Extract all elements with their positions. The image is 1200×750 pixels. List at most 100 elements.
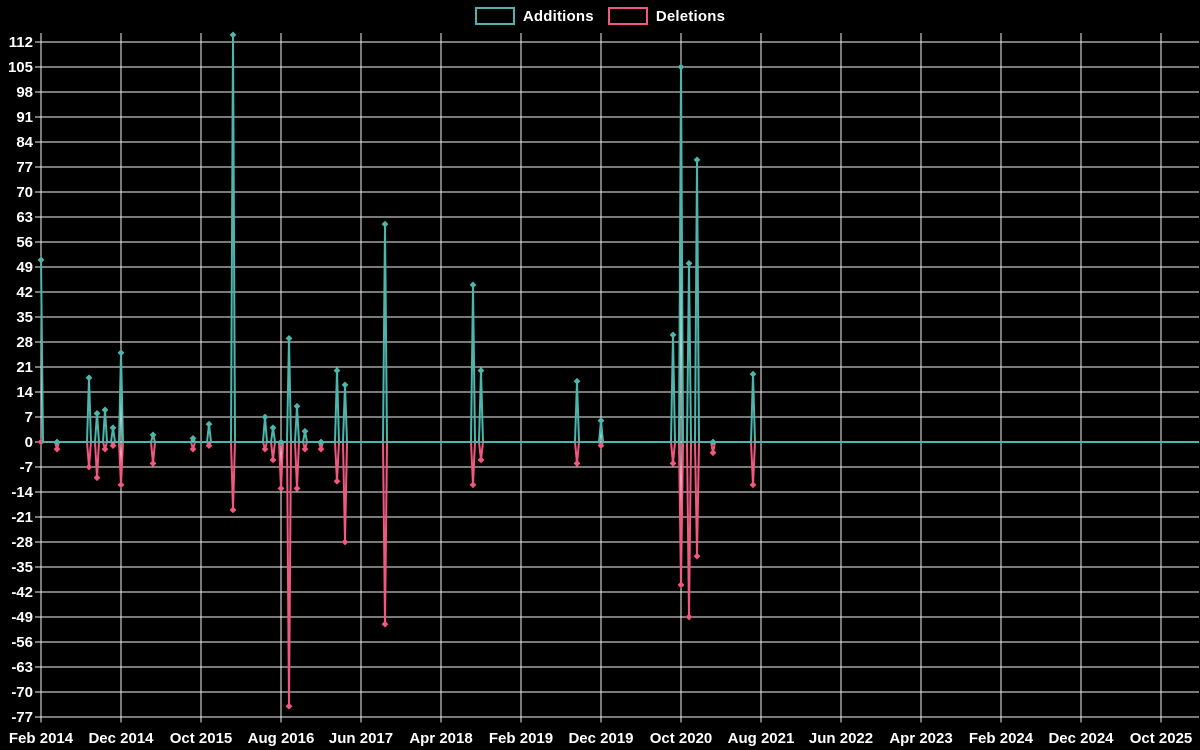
y-tick-label: 77 [16,159,33,176]
deletions-point-marker [101,445,109,453]
deletions-point-marker [109,442,117,449]
additions-point-marker [269,424,277,432]
deletions-point-marker [269,456,277,464]
additions-point-marker [229,31,237,39]
deletions-point-marker [293,485,301,492]
additions-point-marker [93,410,101,417]
y-tick-label: 56 [16,234,33,251]
y-tick-label: 91 [16,109,33,126]
deletions-swatch-icon [607,7,648,25]
y-tick-label: 42 [16,284,33,301]
additions-point-marker [749,370,757,378]
additions-point-marker [301,427,309,435]
y-tick-label: 0 [25,434,33,451]
deletions-point-marker [149,460,157,467]
chart-legend: Additions Deletions [0,7,1200,25]
additions-point-marker [693,156,701,164]
x-tick-label: Jun 2022 [809,730,873,747]
y-tick-label: -21 [11,509,33,526]
additions-point-marker [149,431,157,439]
deletions-point-marker [85,463,93,471]
deletions-point-marker [333,477,341,485]
x-tick-label: Oct 2025 [1130,730,1193,747]
deletions-point-marker [37,438,45,446]
deletions-point-marker [317,445,325,453]
x-tick-label: Aug 2016 [248,730,315,747]
deletions-point-marker [285,702,293,710]
legend-label-additions: Additions [522,7,594,25]
x-tick-label: Jun 2017 [329,730,393,747]
additions-point-marker [317,438,325,446]
additions-point-marker [293,402,301,410]
additions-point-marker [709,438,717,446]
deletions-point-marker [301,445,309,453]
additions-point-marker [261,413,269,421]
x-tick-label: Oct 2020 [650,730,713,747]
additions-point-marker [669,331,677,339]
x-tick-label: Dec 2024 [1048,730,1114,747]
additions-swatch-icon [474,7,515,25]
legend-item-additions[interactable]: Additions [474,7,594,25]
y-tick-label: -63 [11,659,33,676]
y-tick-label: -35 [11,559,33,576]
additions-point-marker [685,260,693,267]
deletions-point-marker [749,481,757,489]
deletions-point-marker [277,485,285,492]
y-tick-label: 63 [16,209,33,226]
y-tick-label: 105 [8,59,33,76]
deletions-point-marker [693,552,701,560]
additions-point-marker [277,438,285,446]
y-tick-label: -14 [11,484,33,501]
additions-point-marker [341,381,349,389]
additions-point-marker [597,417,605,424]
y-tick-label: 84 [16,134,33,151]
x-tick-label: Feb 2024 [969,730,1034,747]
deletions-point-marker [229,506,237,514]
y-tick-label: -28 [11,534,33,551]
deletions-point-marker [93,474,101,482]
additions-point-marker [85,374,93,382]
additions-point-marker [37,256,45,264]
x-tick-label: Aug 2021 [728,730,795,747]
y-tick-label: 28 [16,334,33,351]
x-tick-label: Feb 2019 [489,730,553,747]
deletions-point-marker [117,481,125,489]
x-tick-label: Oct 2015 [170,730,233,747]
legend-label-deletions: Deletions [655,7,726,25]
additions-point-marker [469,281,477,289]
x-tick-label: Apr 2018 [409,730,472,747]
deletions-point-marker [477,456,485,464]
legend-item-deletions[interactable]: Deletions [607,7,726,25]
y-tick-label: -7 [20,459,33,476]
deletions-point-marker [381,620,389,628]
additions-point-marker [53,438,61,446]
deletions-point-marker [709,449,717,457]
y-tick-label: 49 [16,259,33,276]
additions-point-marker [381,220,389,228]
y-tick-label: -42 [11,584,33,601]
additions-point-marker [333,367,341,374]
deletions-point-marker [53,445,61,453]
deletions-point-marker [261,445,269,453]
deletions-point-marker [469,481,477,489]
y-tick-label: 35 [16,309,33,326]
deletions-point-marker [669,460,677,467]
y-tick-label: 7 [25,409,33,426]
additions-point-marker [109,424,117,432]
deletions-point-marker [597,442,605,449]
y-tick-label: 21 [16,359,33,376]
x-tick-label: Dec 2014 [88,730,154,747]
deletions-point-marker [205,442,213,449]
additions-point-marker [677,63,685,71]
additions-point-marker [285,335,293,342]
y-tick-label: -56 [11,634,33,651]
x-tick-label: Feb 2014 [9,730,74,747]
x-tick-label: Dec 2019 [568,730,633,747]
y-tick-label: 112 [9,34,33,51]
y-tick-label: 70 [16,184,33,201]
deletions-point-marker [677,581,685,589]
additions-point-marker [189,435,197,442]
y-tick-label: 14 [16,384,33,401]
